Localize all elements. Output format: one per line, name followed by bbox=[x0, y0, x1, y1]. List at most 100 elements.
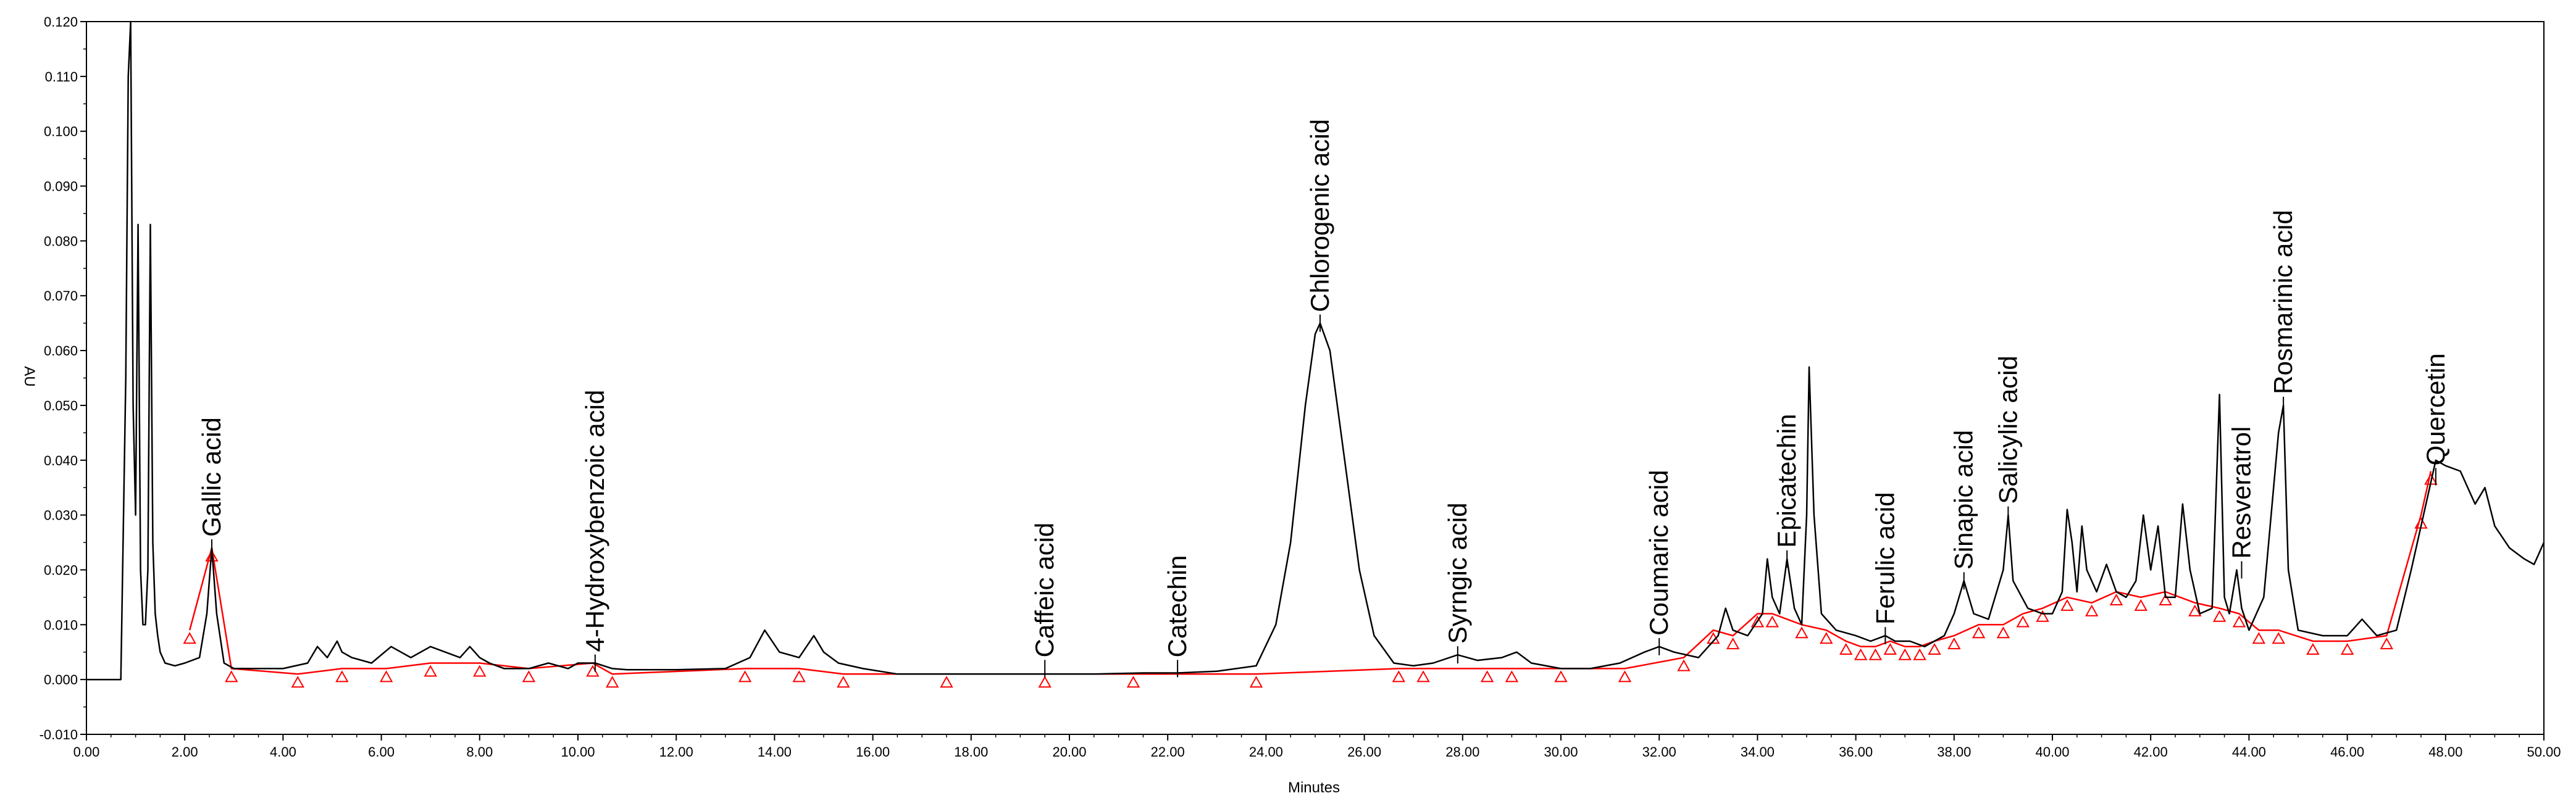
trace-layer bbox=[86, 20, 2545, 681]
baseline-marker bbox=[1480, 670, 1494, 683]
peak-label: Quercetin bbox=[2421, 353, 2450, 465]
peak-label: Syrngic acid bbox=[1443, 502, 1472, 644]
x-tick-label: 48.00 bbox=[2428, 744, 2462, 760]
x-tick-label: 34.00 bbox=[1741, 744, 1775, 760]
x-tick-label: 28.00 bbox=[1445, 744, 1479, 760]
baseline-marker bbox=[1038, 676, 1052, 688]
x-tick-label: 12.00 bbox=[659, 744, 693, 760]
baseline-marker bbox=[1249, 676, 1263, 688]
baseline-marker bbox=[522, 670, 536, 683]
baseline-marker bbox=[2159, 593, 2172, 605]
x-tick-label: 2.00 bbox=[172, 744, 198, 760]
y-tick-label: 0.040 bbox=[44, 453, 78, 468]
baseline-marker bbox=[2252, 632, 2266, 644]
peak-label-layer: Gallic acid 4-Hydroxybenzoic acid Caffeic … bbox=[197, 119, 2450, 678]
baseline-marker bbox=[605, 676, 619, 688]
baseline-marker bbox=[1795, 626, 1809, 639]
x-tick-label: 38.00 bbox=[1937, 744, 1971, 760]
baseline-marker bbox=[2212, 610, 2227, 622]
baseline-marker bbox=[1416, 670, 1430, 683]
baseline-marker bbox=[1618, 670, 1632, 683]
y-tick-label: 0.070 bbox=[44, 288, 78, 304]
x-tick-label: 32.00 bbox=[1642, 744, 1676, 760]
baseline-marker bbox=[1883, 642, 1897, 655]
peak-label: Chlorogenic acid bbox=[1305, 119, 1334, 312]
x-axis-title: Minutes bbox=[1288, 779, 1340, 796]
baseline-marker bbox=[2306, 642, 2320, 655]
baseline-marker bbox=[2016, 615, 2030, 628]
peak-label: Rosmarinic acid bbox=[2269, 210, 2298, 394]
baseline-marker bbox=[2232, 615, 2246, 628]
x-tick-label: 44.00 bbox=[2232, 744, 2266, 760]
x-tick-label: 40.00 bbox=[2035, 744, 2069, 760]
baseline-marker bbox=[1677, 659, 1691, 671]
baseline-marker bbox=[792, 670, 806, 683]
baseline-marker bbox=[1750, 615, 1765, 628]
x-tick-label: 10.00 bbox=[561, 744, 595, 760]
x-tick-label: 14.00 bbox=[758, 744, 792, 760]
baseline-marker bbox=[738, 670, 752, 683]
baseline-marker bbox=[2134, 599, 2148, 611]
peak-label: Epicatechin bbox=[1772, 414, 1801, 548]
baseline-marker bbox=[2340, 642, 2354, 655]
baseline-marker bbox=[1947, 637, 1961, 650]
baseline-layer bbox=[183, 471, 2438, 688]
baseline-marker bbox=[1839, 642, 1853, 655]
baseline-series-line bbox=[188, 471, 2432, 675]
x-tick-label: 46.00 bbox=[2330, 744, 2364, 760]
baseline-marker bbox=[424, 665, 437, 677]
peak-label: Gallic acid bbox=[197, 417, 226, 537]
baseline-marker bbox=[1972, 626, 1986, 639]
x-tick-label: 22.00 bbox=[1151, 744, 1185, 760]
baseline-marker bbox=[379, 670, 393, 683]
x-tick-label: 8.00 bbox=[466, 744, 493, 760]
y-tick-label: 0.060 bbox=[44, 343, 78, 359]
baseline-marker bbox=[1996, 626, 2010, 639]
x-tick-label: 20.00 bbox=[1052, 744, 1086, 760]
baseline-marker bbox=[1868, 648, 1883, 660]
baseline-marker bbox=[1928, 642, 1941, 655]
y-tick-label: 0.030 bbox=[44, 508, 78, 523]
x-tick-label: 16.00 bbox=[856, 744, 890, 760]
baseline-marker bbox=[940, 676, 953, 688]
y-tick-label: 0.050 bbox=[44, 398, 78, 413]
baseline-marker bbox=[2036, 610, 2049, 622]
y-tick-label: 0.090 bbox=[44, 179, 78, 194]
y-tick-label: 0.000 bbox=[44, 672, 78, 687]
chromatogram-trace bbox=[86, 20, 2545, 681]
peak-label: Ferulic acid bbox=[1870, 492, 1899, 625]
baseline-marker bbox=[1554, 670, 1568, 683]
y-tick-label: -0.010 bbox=[40, 727, 78, 742]
baseline-marker bbox=[2272, 632, 2285, 644]
baseline-marker bbox=[2085, 604, 2099, 616]
y-tick-label: 0.020 bbox=[44, 562, 78, 578]
y-axis: -0.010 0.000 0.010 0.020 0.030 0.040 0.050 0.06… bbox=[40, 14, 86, 742]
peak-label: Resveratrol bbox=[2227, 426, 2256, 559]
baseline-marker bbox=[2188, 604, 2202, 616]
y-tick-label: 0.100 bbox=[44, 124, 78, 139]
baseline-marker bbox=[225, 670, 238, 683]
peak-label: Coumaric acid bbox=[1644, 470, 1673, 635]
x-tick-label: 18.00 bbox=[954, 744, 988, 760]
x-tick-label: 26.00 bbox=[1347, 744, 1381, 760]
baseline-marker bbox=[473, 665, 487, 677]
baseline-marker bbox=[2060, 599, 2074, 611]
y-tick-label: 0.010 bbox=[44, 617, 78, 633]
baseline-marker bbox=[837, 676, 850, 688]
baseline-marker bbox=[2109, 593, 2123, 605]
y-tick-label: 0.110 bbox=[45, 69, 78, 85]
peak-label: Caffeic acid bbox=[1030, 523, 1059, 658]
baseline-marker bbox=[1392, 670, 1406, 683]
peak-label: Catechin bbox=[1163, 555, 1192, 658]
baseline-marker bbox=[1505, 670, 1519, 683]
baseline-marker bbox=[1726, 637, 1740, 650]
baseline-marker bbox=[183, 632, 196, 644]
x-tick-label: 6.00 bbox=[368, 744, 395, 760]
baseline-marker bbox=[1820, 632, 1833, 644]
y-tick-label: 0.120 bbox=[44, 14, 78, 30]
x-tick-label: 36.00 bbox=[1839, 744, 1873, 760]
baseline-marker bbox=[291, 676, 305, 688]
baseline-marker bbox=[1854, 648, 1868, 660]
baseline-marker bbox=[2380, 637, 2394, 650]
